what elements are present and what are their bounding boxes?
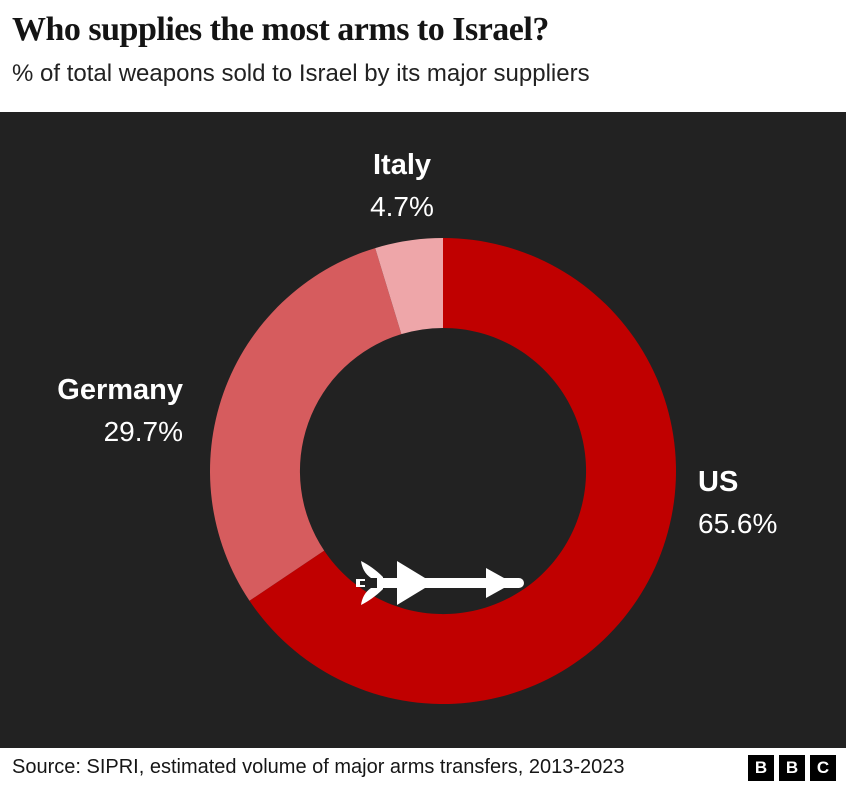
bbc-logo-block: C [810,754,836,781]
bbc-logo: B B C [748,754,836,781]
slice-name: US [698,466,739,498]
bbc-logo-block: B [779,754,805,781]
missile-icon [356,561,524,605]
slice-value: 65.6% [698,508,778,539]
donut-chart [210,238,677,704]
slice-name: Italy [372,149,432,181]
slice-value: 4.7% [370,191,434,222]
page-title: Who supplies the most arms to Israel? [12,11,549,48]
slice-label-us: US 65.6% [698,462,838,544]
slice-name: Germany [57,374,183,406]
slice-value: 29.7% [103,416,183,447]
source-text: Source: SIPRI, estimated volume of major… [12,756,625,778]
slice-label-italy: Italy 4.7% [322,145,482,227]
slice-label-germany: Germany 29.7% [33,370,183,452]
donut-slice-us [249,238,677,704]
chart-header: Who supplies the most arms to Israel? % … [0,0,846,112]
donut-slice-germany [210,248,402,601]
donut-slice-italy [375,238,443,335]
chart-subtitle: % of total weapons sold to Israel by its… [12,60,590,87]
chart-footer: Source: SIPRI, estimated volume of major… [0,748,846,787]
donut-chart-panel: Italy 4.7% Germany 29.7% US 65.6% [0,112,846,748]
bbc-logo-block: B [748,754,774,781]
